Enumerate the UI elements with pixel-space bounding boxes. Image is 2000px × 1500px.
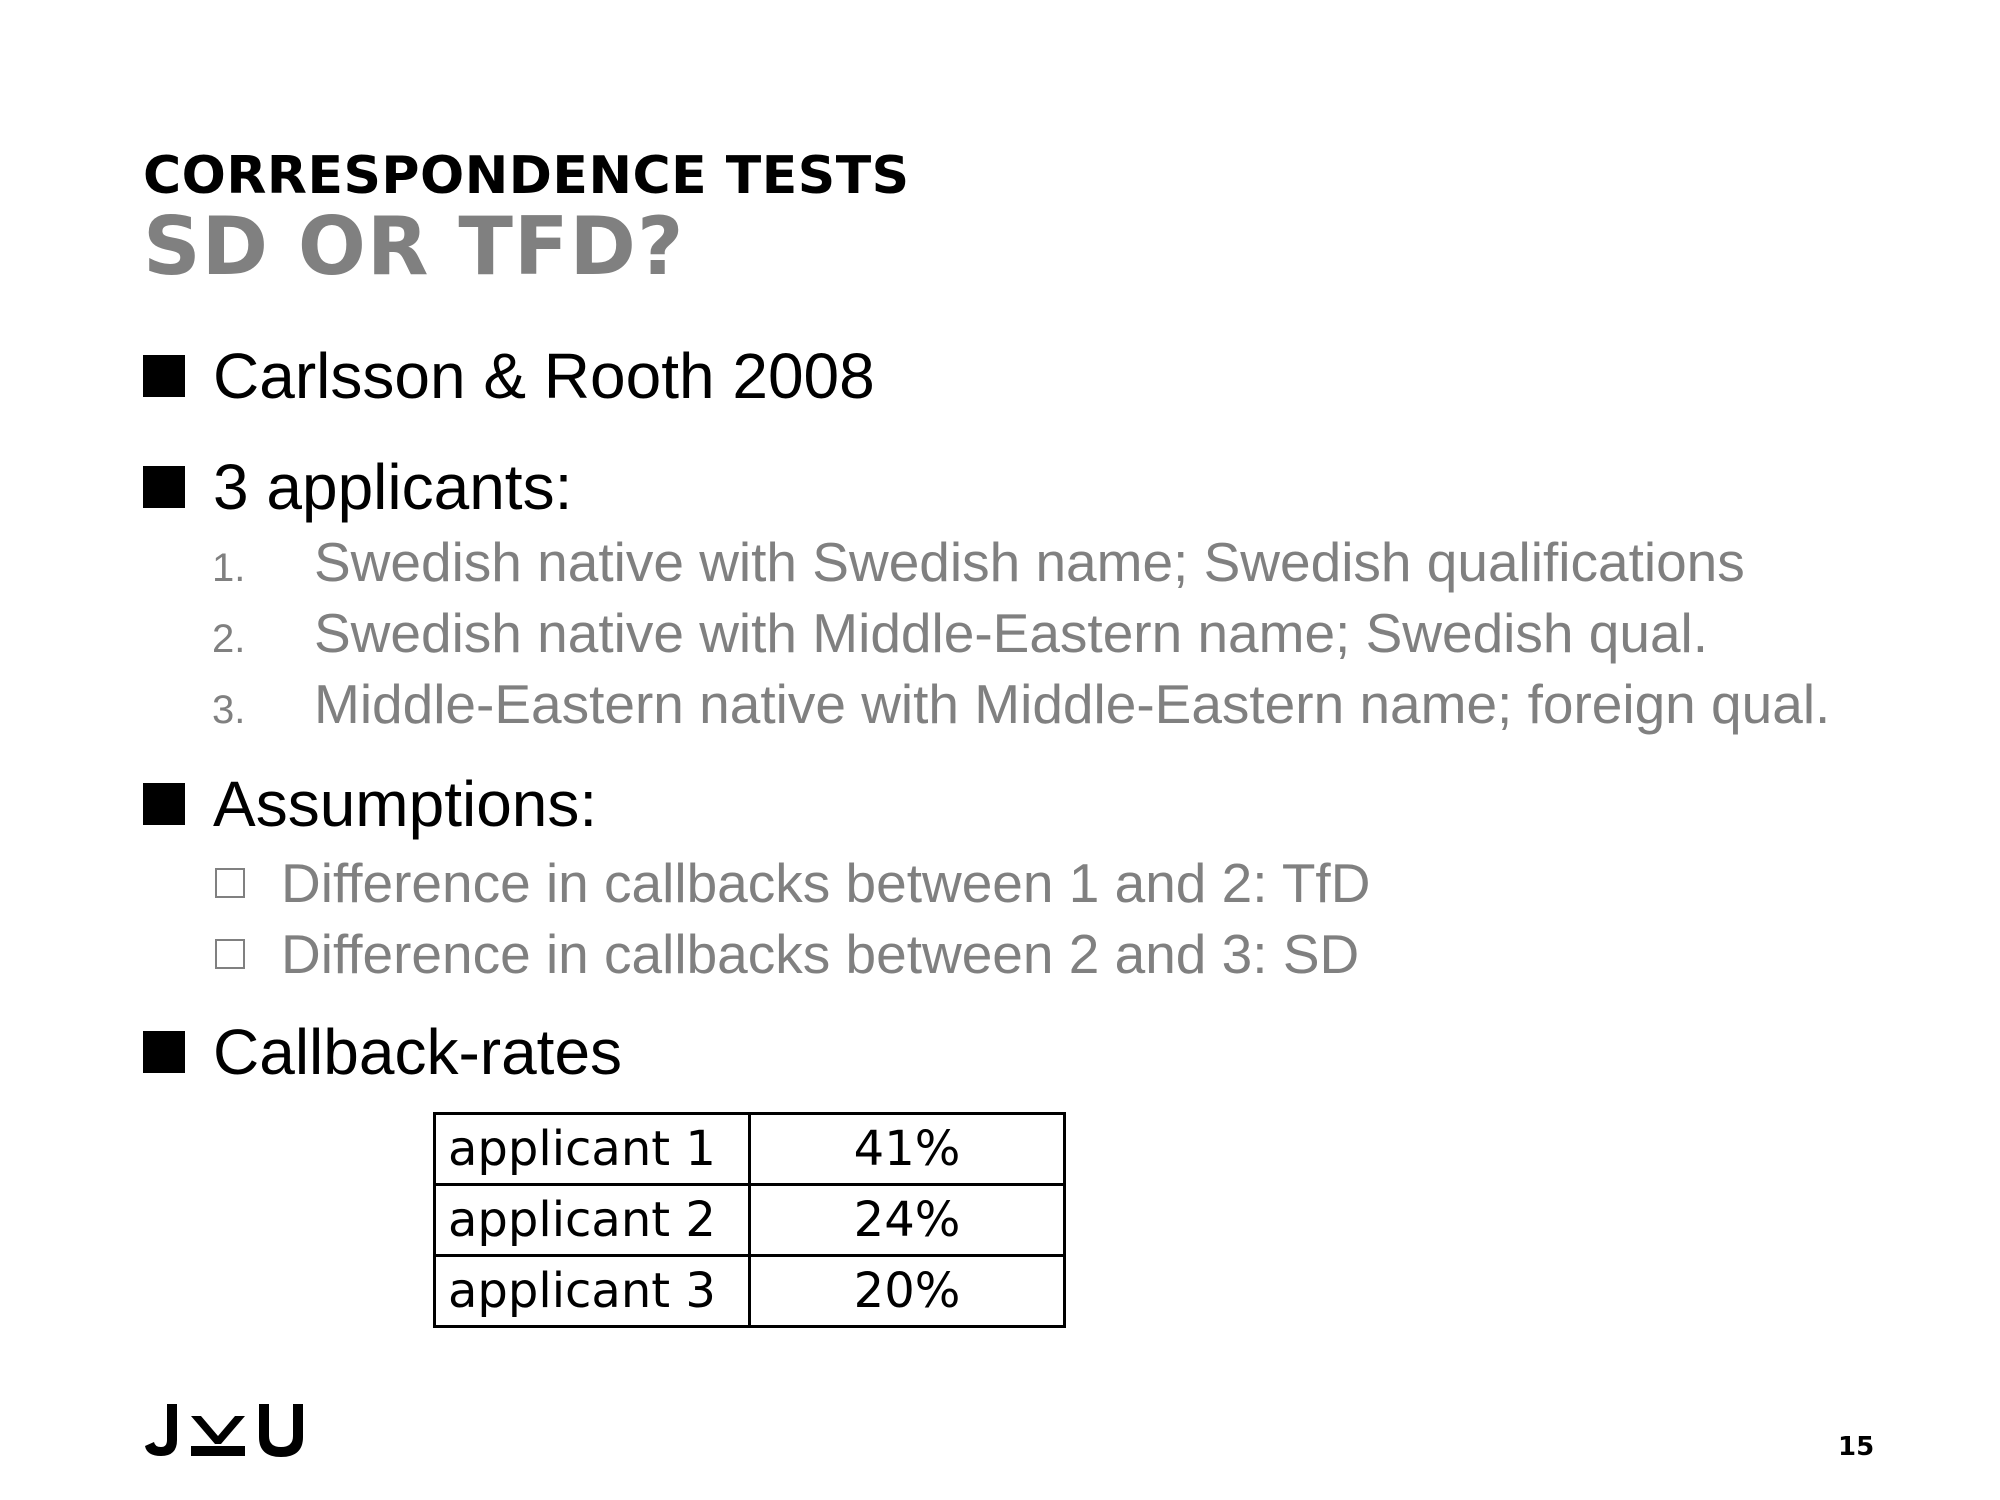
- table-row: applicant 2 24%: [433, 1183, 1066, 1257]
- bullet-text: Carlsson & Rooth 2008: [213, 340, 875, 412]
- bullet-square-icon: [143, 1031, 185, 1073]
- table-cell-label: applicant 1: [433, 1112, 751, 1186]
- numbered-item: 1. Swedish native with Swedish name; Swe…: [212, 530, 1745, 594]
- hollow-square-icon: [215, 939, 245, 969]
- slide-title: CORRESPONDENCE TESTS: [143, 146, 910, 206]
- page-number: 15: [1838, 1432, 1875, 1462]
- assumption-text: Difference in callbacks between 1 and 2:…: [281, 852, 1371, 914]
- bullet-square-icon: [143, 783, 185, 825]
- title-block: CORRESPONDENCE TESTS SD OR TFD?: [143, 148, 910, 290]
- item-text: Swedish native with Middle-Eastern name;…: [314, 602, 1709, 664]
- bullet-item: Callback-rates: [143, 1016, 622, 1088]
- table-cell-value: 20%: [748, 1254, 1066, 1328]
- table-cell-value: 24%: [748, 1183, 1066, 1257]
- bullet-item: Carlsson & Rooth 2008: [143, 340, 875, 412]
- jku-logo-icon: [145, 1404, 303, 1457]
- numbered-item: 3. Middle-Eastern native with Middle-Eas…: [212, 672, 1830, 736]
- item-number: 2.: [212, 617, 246, 661]
- bullet-item: 3 applicants:: [143, 451, 572, 523]
- table-cell-label: applicant 3: [433, 1254, 751, 1328]
- assumption-text: Difference in callbacks between 2 and 3:…: [281, 923, 1360, 985]
- bullet-square-icon: [143, 466, 185, 508]
- item-number: 3.: [212, 688, 246, 732]
- hollow-square-icon: [215, 868, 245, 898]
- table-cell-label: applicant 2: [433, 1183, 751, 1257]
- bullet-item: Assumptions:: [143, 768, 597, 840]
- slide-subtitle: SD OR TFD?: [143, 200, 685, 293]
- table-cell-value: 41%: [748, 1112, 1066, 1186]
- bullet-text: Callback-rates: [213, 1016, 623, 1088]
- bullet-square-icon: [143, 355, 185, 397]
- numbered-item: 2. Swedish native with Middle-Eastern na…: [212, 601, 1708, 665]
- bullet-text: Assumptions:: [213, 768, 598, 840]
- table-row: applicant 1 41%: [433, 1112, 1066, 1186]
- assumption-item: Difference in callbacks between 1 and 2:…: [215, 851, 1370, 915]
- bullet-text: 3 applicants:: [213, 451, 573, 523]
- item-number: 1.: [212, 546, 246, 590]
- assumption-item: Difference in callbacks between 2 and 3:…: [215, 922, 1359, 986]
- item-text: Middle-Eastern native with Middle-Easter…: [314, 673, 1831, 735]
- callback-rates-table: applicant 1 41% applicant 2 24% applican…: [433, 1112, 1066, 1328]
- item-text: Swedish native with Swedish name; Swedis…: [314, 531, 1745, 593]
- table-row: applicant 3 20%: [433, 1254, 1066, 1328]
